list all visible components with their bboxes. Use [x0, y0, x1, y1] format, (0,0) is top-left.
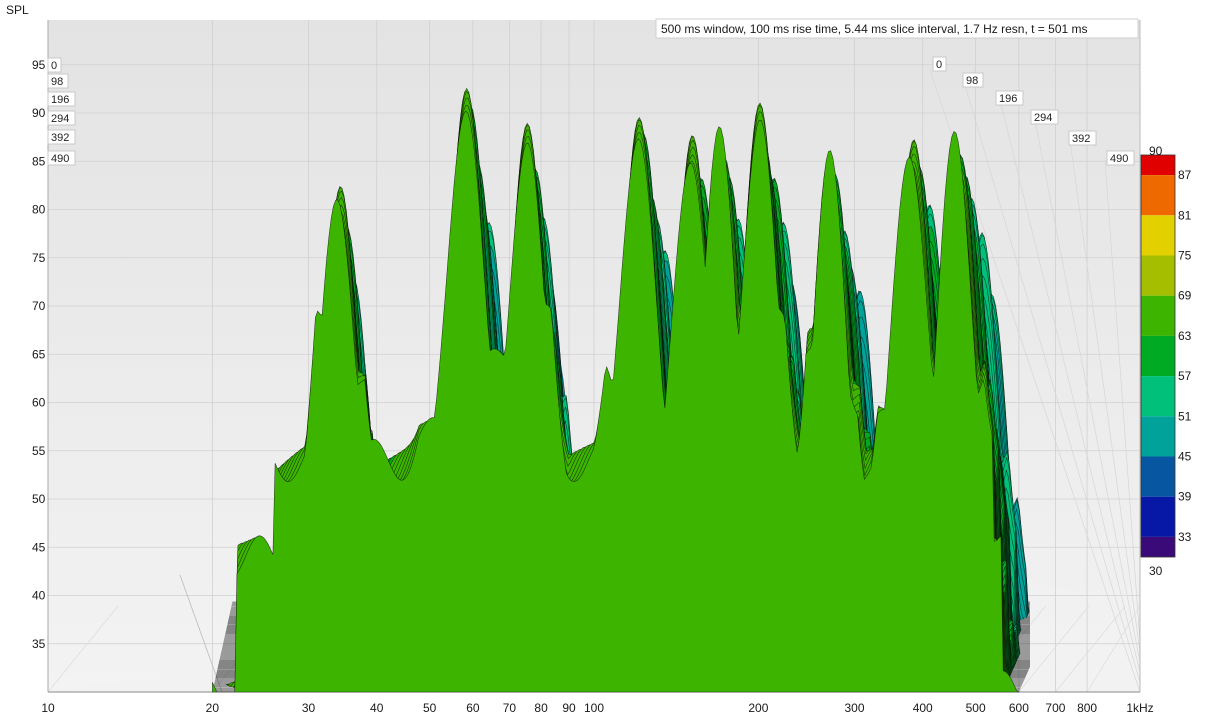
- colorbar-tick: 63: [1178, 329, 1192, 343]
- annotation-box: [655, 18, 1139, 39]
- colorbar-tick: 87: [1178, 168, 1192, 182]
- x-tick-label: 30: [302, 701, 316, 715]
- time-tick-right: 392: [1068, 130, 1097, 146]
- x-tick-label: 70: [503, 701, 517, 715]
- time-tick-right: 98: [962, 72, 984, 88]
- colorbar-band: [1141, 295, 1175, 336]
- svg-text:0: 0: [51, 60, 57, 72]
- colorbar-band: [1141, 376, 1175, 417]
- y-tick-label: 70: [32, 299, 46, 313]
- time-tick-right: 490: [1106, 150, 1135, 166]
- x-tick-label: 50: [423, 701, 437, 715]
- colorbar-band: [1141, 456, 1175, 497]
- colorbar-band: [1141, 335, 1175, 377]
- x-tick-label: 200: [748, 701, 768, 715]
- time-tick-left: 196: [47, 91, 76, 107]
- waterfall-surface: [180, 87, 1030, 693]
- colorbar-tick: 90: [1149, 144, 1163, 158]
- y-tick-label: 35: [32, 637, 46, 651]
- colorbar-tick: 69: [1178, 289, 1192, 303]
- colorbar-tick: 45: [1178, 450, 1192, 464]
- x-tick-label: 400: [913, 701, 933, 715]
- x-tick-label: 80: [534, 701, 548, 715]
- svg-text:294: 294: [1034, 112, 1052, 124]
- colorbar-band: [1141, 536, 1175, 557]
- band-overlay: [180, 113, 1000, 692]
- colorbar-tick: 81: [1178, 208, 1192, 222]
- colorbar-band: [1141, 215, 1175, 256]
- time-axis: 0 0 98 98 196 196 294 294 392 392 490 490: [47, 56, 1135, 166]
- svg-text:392: 392: [51, 132, 69, 144]
- colorbar-band: [1141, 255, 1175, 296]
- x-tick-label: 300: [844, 701, 864, 715]
- x-tick-label: 20: [206, 701, 220, 715]
- svg-text:0: 0: [936, 59, 942, 71]
- colorbar-tick: 75: [1178, 249, 1192, 263]
- y-axis: 35 40 45 50 55 60 65 70 75 80 85 90 95: [32, 58, 46, 651]
- svg-text:98: 98: [966, 75, 978, 87]
- time-tick-left: 490: [47, 150, 76, 166]
- svg-text:392: 392: [1072, 133, 1090, 145]
- svg-text:196: 196: [999, 93, 1017, 105]
- colorbar-tick: 51: [1178, 409, 1192, 423]
- colorbar-tick: 30: [1149, 564, 1163, 578]
- colorbar-tick: 57: [1178, 369, 1192, 383]
- svg-text:98: 98: [51, 76, 63, 88]
- y-tick-label: 80: [32, 203, 46, 217]
- x-tick-label: 10: [41, 701, 55, 715]
- svg-text:294: 294: [51, 113, 69, 125]
- x-tick-label: 500: [966, 701, 986, 715]
- y-tick-label: 85: [32, 154, 46, 168]
- x-tick-label: 60: [466, 701, 480, 715]
- y-tick-label: 75: [32, 251, 46, 265]
- svg-text:490: 490: [1110, 153, 1128, 165]
- y-tick-label: 55: [32, 444, 46, 458]
- x-tick-label: 700: [1045, 701, 1065, 715]
- time-tick-left: 98: [47, 73, 69, 89]
- colorbar-band: [1141, 155, 1175, 176]
- y-tick-label: 95: [32, 58, 46, 72]
- x-tick-label: 90: [562, 701, 576, 715]
- time-tick-left: 0: [47, 57, 62, 73]
- colorbar-tick: 33: [1178, 530, 1192, 544]
- svg-text:490: 490: [51, 153, 69, 165]
- time-tick-right: 196: [995, 90, 1024, 106]
- colorbar-tick: 39: [1178, 490, 1192, 504]
- x-tick-label: 40: [370, 701, 384, 715]
- x-tick-label: 600: [1009, 701, 1029, 715]
- y-tick-label: 65: [32, 347, 46, 361]
- time-tick-right: 0: [932, 56, 947, 72]
- y-axis-title: SPL: [6, 3, 29, 17]
- annotation-text: 500 ms window, 100 ms rise time, 5.44 ms…: [661, 22, 1088, 36]
- y-tick-label: 40: [32, 589, 46, 603]
- y-tick-label: 50: [32, 492, 46, 506]
- colorbar-band: [1141, 416, 1175, 457]
- time-tick-left: 392: [47, 129, 76, 145]
- y-tick-label: 90: [32, 106, 46, 120]
- waterfall-slice: [212, 110, 1020, 693]
- time-tick-left: 294: [47, 110, 76, 126]
- y-tick-label: 60: [32, 396, 46, 410]
- colorbar-band: [1141, 175, 1175, 216]
- x-tick-label: 800: [1077, 701, 1097, 715]
- y-tick-label: 45: [32, 540, 46, 554]
- x-axis: 10 20 30 40 50 60 70 80 90 100 200 300 400 500 600 700 8…: [41, 701, 1153, 715]
- x-tick-label: 100: [584, 701, 604, 715]
- colorbar: 90 87 81 75 69 63 57 51 45 39 33 30: [1140, 144, 1192, 578]
- colorbar-band: [1141, 496, 1175, 537]
- svg-text:196: 196: [51, 94, 69, 106]
- x-tick-label: 1kHz: [1126, 701, 1153, 715]
- time-tick-right: 294: [1030, 109, 1059, 125]
